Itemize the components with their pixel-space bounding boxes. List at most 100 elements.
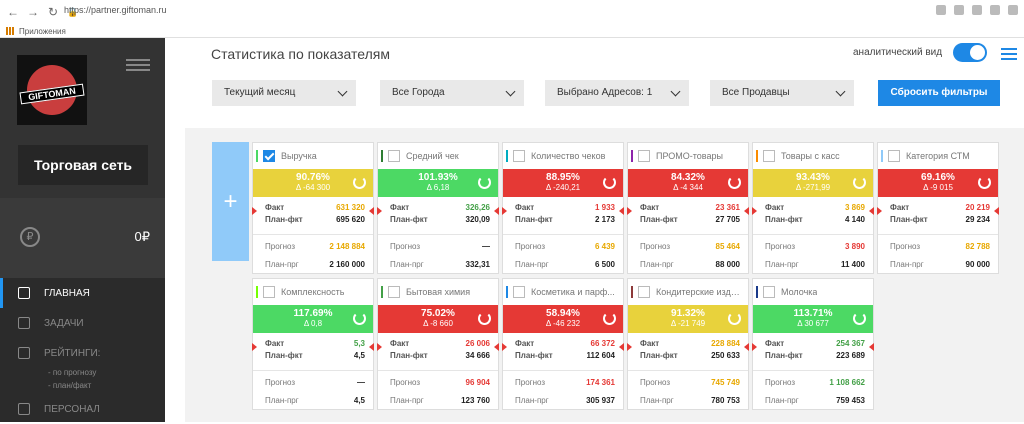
indicator-card[interactable]: Кондитерские изде... 91.32% Δ -21 749 Факт 2… [627, 278, 749, 410]
forecast-row: Прогноз 82 788 [878, 242, 998, 254]
fact-section: Факт 26 006 План-фкт 34 666 [377, 333, 499, 371]
sidebar-subitem[interactable]: - по прогнозу [48, 368, 97, 377]
card-status-block: 69.16% Δ -9 015 [878, 169, 998, 197]
indicator-card[interactable]: ПРОМО-товары 84.32% Δ -4 344 Факт 23 361 План… [627, 142, 749, 274]
plan-forecast-label: План-прг [640, 260, 674, 269]
forecast-value: 174 361 [586, 378, 615, 387]
sidebar-subitem[interactable]: - план/факт [48, 381, 92, 390]
refresh-icon[interactable] [603, 176, 616, 189]
forward-icon[interactable]: → [27, 5, 39, 19]
indicator-card[interactable]: Бытовая химия 75.02% Δ -8 660 Факт 26 006 Пла… [377, 278, 499, 410]
card-checkbox[interactable] [388, 286, 400, 298]
analytic-view-toggle[interactable] [953, 43, 987, 62]
indicator-card[interactable]: Количество чеков 88.95% Δ -240,21 Факт 1 933… [502, 142, 624, 274]
refresh-icon[interactable] [853, 176, 866, 189]
extension-icon[interactable] [990, 5, 1000, 15]
fact-label: Факт [515, 339, 535, 348]
forecast-value: — [357, 378, 365, 387]
card-checkbox[interactable] [513, 150, 525, 162]
sidebar-item[interactable]: ЗАДАЧИ [0, 308, 165, 338]
plan-forecast-row: План-прг 6 500 [503, 260, 623, 272]
address-bar[interactable]: https://partner.giftoman.ru [64, 5, 167, 15]
refresh-icon[interactable] [728, 176, 741, 189]
plan-fact-row: План-фкт 34 666 [378, 351, 498, 363]
left-arrow-icon [752, 207, 757, 215]
filter-label: Текущий месяц [224, 87, 296, 98]
percent-value: 69.16% [921, 172, 955, 183]
plan-forecast-label: План-прг [890, 260, 924, 269]
bookmark-apps[interactable]: Приложения [19, 26, 66, 36]
fact-label: Факт [765, 203, 785, 212]
card-checkbox[interactable] [638, 150, 650, 162]
chart-icon [18, 287, 30, 299]
indicator-card[interactable]: Комплексность 117.69% Δ 0,8 Факт 5,3 План-фкт… [252, 278, 374, 410]
delta-value: Δ 0,8 [303, 319, 323, 328]
back-icon[interactable]: ← [7, 5, 19, 19]
plan-forecast-value: 780 753 [711, 396, 740, 405]
indicator-card[interactable]: Средний чек 101.93% Δ 6,18 Факт 326,26 План-ф… [377, 142, 499, 274]
card-checkbox[interactable] [513, 286, 525, 298]
indicator-card[interactable]: Выручка 90.76% Δ -64 300 Факт 631 320 План-фк… [252, 142, 374, 274]
card-status-block: 117.69% Δ 0,8 [253, 305, 373, 333]
plan-forecast-label: План-прг [515, 396, 549, 405]
reload-icon[interactable]: ↻ [47, 5, 59, 19]
reset-filters-button[interactable]: Сбросить фильтры [878, 80, 1000, 106]
filter-dropdown[interactable]: Все Продавцы [710, 80, 854, 106]
forecast-value: 2 148 884 [329, 242, 365, 251]
refresh-icon[interactable] [353, 312, 366, 325]
refresh-icon[interactable] [478, 176, 491, 189]
refresh-icon[interactable] [478, 312, 491, 325]
filter-dropdown[interactable]: Выбрано Адресов: 1 [545, 80, 689, 106]
plan-fact-row: План-фкт 250 633 [628, 351, 748, 363]
indicator-card[interactable]: Категория СТМ 69.16% Δ -9 015 Факт 20 219 Пла… [877, 142, 999, 274]
apps-grid-icon[interactable] [6, 27, 14, 35]
sidebar-collapse-icon[interactable] [126, 56, 150, 74]
refresh-icon[interactable] [353, 176, 366, 189]
fact-row: Факт 326,26 [378, 203, 498, 215]
fact-row: Факт 254 367 [753, 339, 873, 351]
card-checkbox[interactable] [638, 286, 650, 298]
right-arrow-icon [619, 343, 624, 351]
sidebar-item[interactable]: РЕЙТИНГИ: [0, 338, 165, 368]
plan-fact-row: План-фкт 4 140 [753, 215, 873, 227]
refresh-icon[interactable] [728, 312, 741, 325]
card-checkbox[interactable] [388, 150, 400, 162]
menu-icon[interactable] [1001, 45, 1017, 63]
add-indicator-button[interactable]: + [212, 142, 249, 261]
plan-forecast-row: План-прг 4,5 [253, 396, 373, 408]
forecast-label: Прогноз [640, 378, 671, 387]
card-checkbox[interactable] [763, 150, 775, 162]
card-header: Товары с касс [753, 143, 873, 169]
star-icon[interactable] [972, 5, 982, 15]
profile-icon[interactable] [1008, 5, 1018, 15]
network-name: Торговая сеть [18, 145, 148, 185]
refresh-icon[interactable] [603, 312, 616, 325]
percent-value: 101.93% [418, 172, 458, 183]
card-checkbox[interactable] [263, 286, 275, 298]
translate-icon[interactable] [936, 5, 946, 15]
refresh-icon[interactable] [853, 312, 866, 325]
card-checkbox[interactable] [263, 150, 275, 162]
sidebar-item[interactable]: ПЕРСОНАЛ [0, 394, 165, 424]
refresh-icon[interactable] [978, 176, 991, 189]
indicator-card[interactable]: Молочка 113.71% Δ 30 677 Факт 254 367 План-фк… [752, 278, 874, 410]
forecast-row: Прогноз 2 148 884 [253, 242, 373, 254]
filter-dropdown[interactable]: Все Города [380, 80, 524, 106]
left-arrow-icon [627, 343, 632, 351]
filter-dropdown[interactable]: Текущий месяц [212, 80, 356, 106]
zoom-icon[interactable] [954, 5, 964, 15]
sidebar-item[interactable]: ГЛАВНАЯ [0, 278, 165, 308]
indicator-card[interactable]: Товары с касс 93.43% Δ -271,99 Факт 3 869 Пла… [752, 142, 874, 274]
card-checkbox[interactable] [888, 150, 900, 162]
forecast-row: Прогноз 1 108 662 [753, 378, 873, 390]
left-arrow-icon [502, 343, 507, 351]
card-checkbox[interactable] [763, 286, 775, 298]
plan-fact-label: План-фкт [765, 215, 803, 224]
percent-value: 91.32% [671, 308, 705, 319]
lock-icon: 🔒 [67, 6, 79, 17]
fact-label: Факт [890, 203, 910, 212]
right-arrow-icon [744, 343, 749, 351]
indicator-card[interactable]: Косметика и парф... 58.94% Δ -46 232 Факт 66… [502, 278, 624, 410]
plan-forecast-row: План-прг 11 400 [753, 260, 873, 272]
filter-label: Все Продавцы [722, 87, 790, 98]
